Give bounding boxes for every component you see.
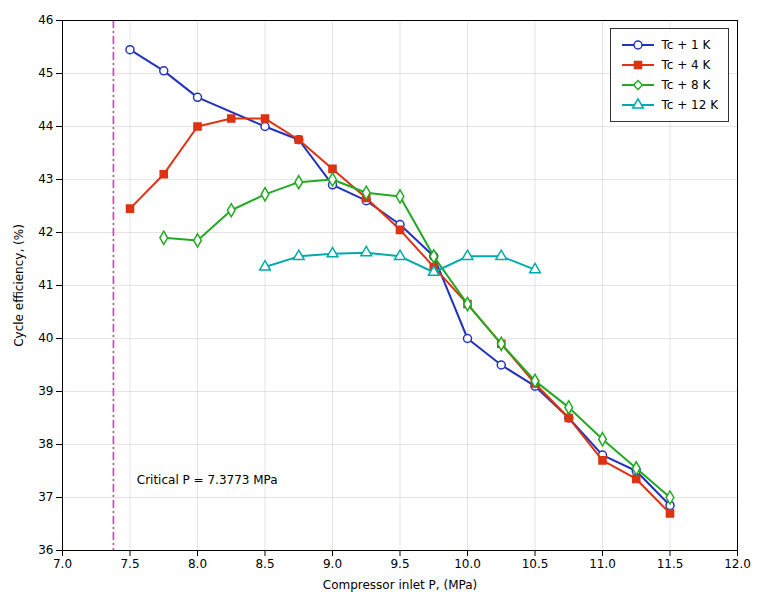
svg-text:42: 42 <box>38 225 53 239</box>
html-text:Tc + 4 K: Tc + 4 K <box>661 58 711 72</box>
svg-text:12.0: 12.0 <box>724 557 751 571</box>
svg-text:46: 46 <box>38 13 53 27</box>
html-text:Tc + 12 K: Tc + 12 K <box>661 98 718 112</box>
svg-text:44: 44 <box>38 119 53 133</box>
svg-text:10.5: 10.5 <box>522 557 549 571</box>
svg-text:11.0: 11.0 <box>589 557 616 571</box>
svg-text:43: 43 <box>38 172 53 186</box>
svg-text:Cycle efficiency, (%): Cycle efficiency, (%) <box>12 224 26 347</box>
svg-text:7.5: 7.5 <box>120 557 139 571</box>
svg-text:7.0: 7.0 <box>53 557 72 571</box>
svg-text:39: 39 <box>38 384 53 398</box>
svg-text:37: 37 <box>38 490 53 504</box>
svg-text:8.0: 8.0 <box>188 557 207 571</box>
svg-text:40: 40 <box>38 331 53 345</box>
svg-text:10.0: 10.0 <box>454 557 481 571</box>
svg-text:9.5: 9.5 <box>390 557 409 571</box>
svg-text:9.0: 9.0 <box>323 557 342 571</box>
html-text:Tc + 1 K: Tc + 1 K <box>661 38 711 52</box>
svg-text:45: 45 <box>38 66 53 80</box>
svg-text:36: 36 <box>38 543 53 557</box>
svg-text:Critical P = 7.3773 MPa: Critical P = 7.3773 MPa <box>137 473 278 487</box>
svg-text:11.5: 11.5 <box>657 557 684 571</box>
svg-text:8.5: 8.5 <box>255 557 274 571</box>
svg-text:38: 38 <box>38 437 53 451</box>
html-text:Tc + 8 K: Tc + 8 K <box>661 78 711 92</box>
svg-text:41: 41 <box>38 278 53 292</box>
svg-text:Compressor inlet P, (MPa): Compressor inlet P, (MPa) <box>323 578 477 592</box>
